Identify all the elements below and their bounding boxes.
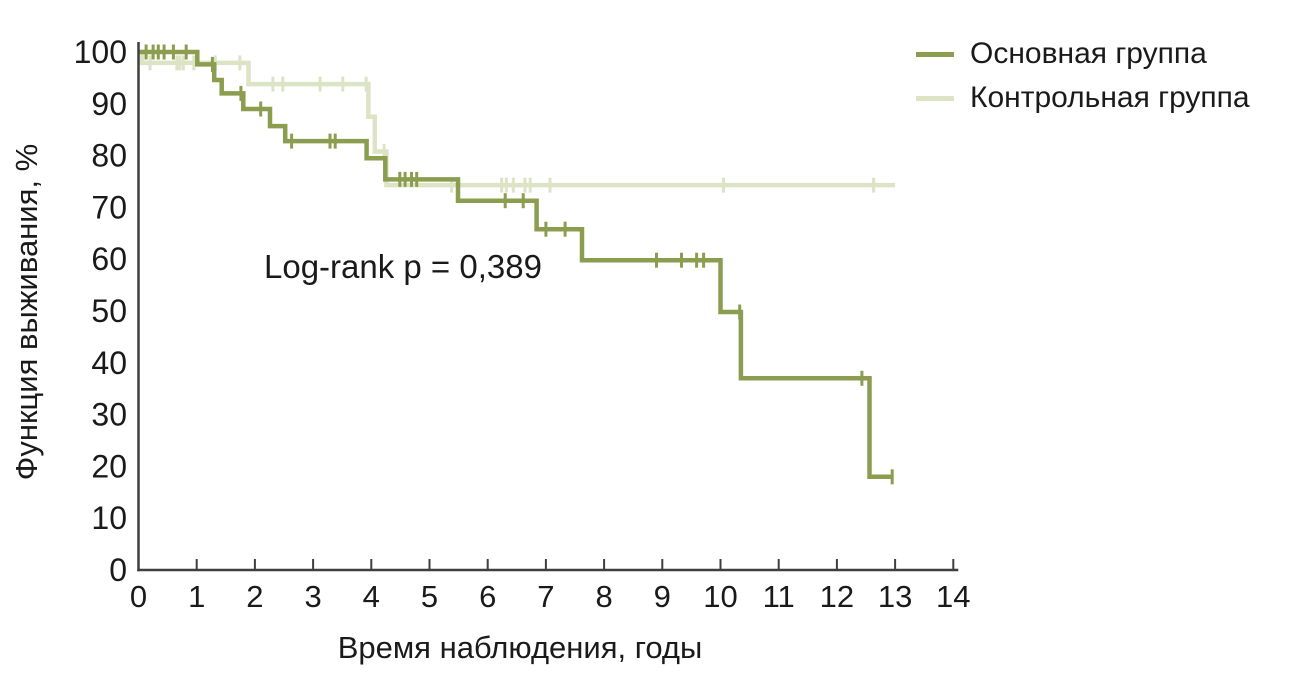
x-tick-label: 9 [654,579,671,614]
x-tick-label: 5 [421,579,438,614]
x-tick-label: 6 [479,579,496,614]
x-tick-label: 12 [820,579,854,614]
y-tick-label: 60 [91,241,127,277]
legend: Основная группа Контрольная группа [916,32,1250,120]
survival-curve-control-group [138,49,896,188]
legend-swatch-control-group [916,95,954,101]
y-tick-label: 70 [91,189,127,225]
y-tick-label: 100 [74,34,127,70]
x-tick-label: 4 [363,579,380,614]
x-tick-label: 14 [936,579,970,614]
y-tick-label: 10 [91,500,127,536]
x-tick-label: 3 [304,579,321,614]
y-axis-title: Функция выживания, % [9,143,44,481]
x-tick-label: 7 [537,579,554,614]
legend-swatch-main-group [916,51,954,57]
y-tick-label: 80 [91,138,127,174]
x-tick-label: 13 [878,579,912,614]
x-tick-label: 2 [246,579,263,614]
survival-curve-main-group [138,49,894,480]
y-tick-label: 50 [91,293,127,329]
legend-item-control-group: Контрольная группа [916,76,1250,120]
legend-label-control-group: Контрольная группа [970,81,1250,114]
x-tick-label: 1 [188,579,205,614]
legend-label-main-group: Основная группа [970,37,1207,70]
x-tick-label: 8 [595,579,612,614]
y-tick-label: 0 [109,552,127,588]
x-axis-title: Время наблюдения, годы [337,630,703,665]
x-tick-label: 11 [763,579,795,614]
y-tick-label: 40 [91,345,127,381]
x-tick-label: 10 [703,579,737,614]
legend-item-main-group: Основная группа [916,32,1250,76]
x-tick-label: 0 [130,579,147,614]
y-tick-label: 30 [91,397,127,433]
y-tick-label: 90 [91,86,127,122]
log-rank-annotation: Log-rank p = 0,389 [264,248,542,285]
y-tick-label: 20 [91,448,127,484]
